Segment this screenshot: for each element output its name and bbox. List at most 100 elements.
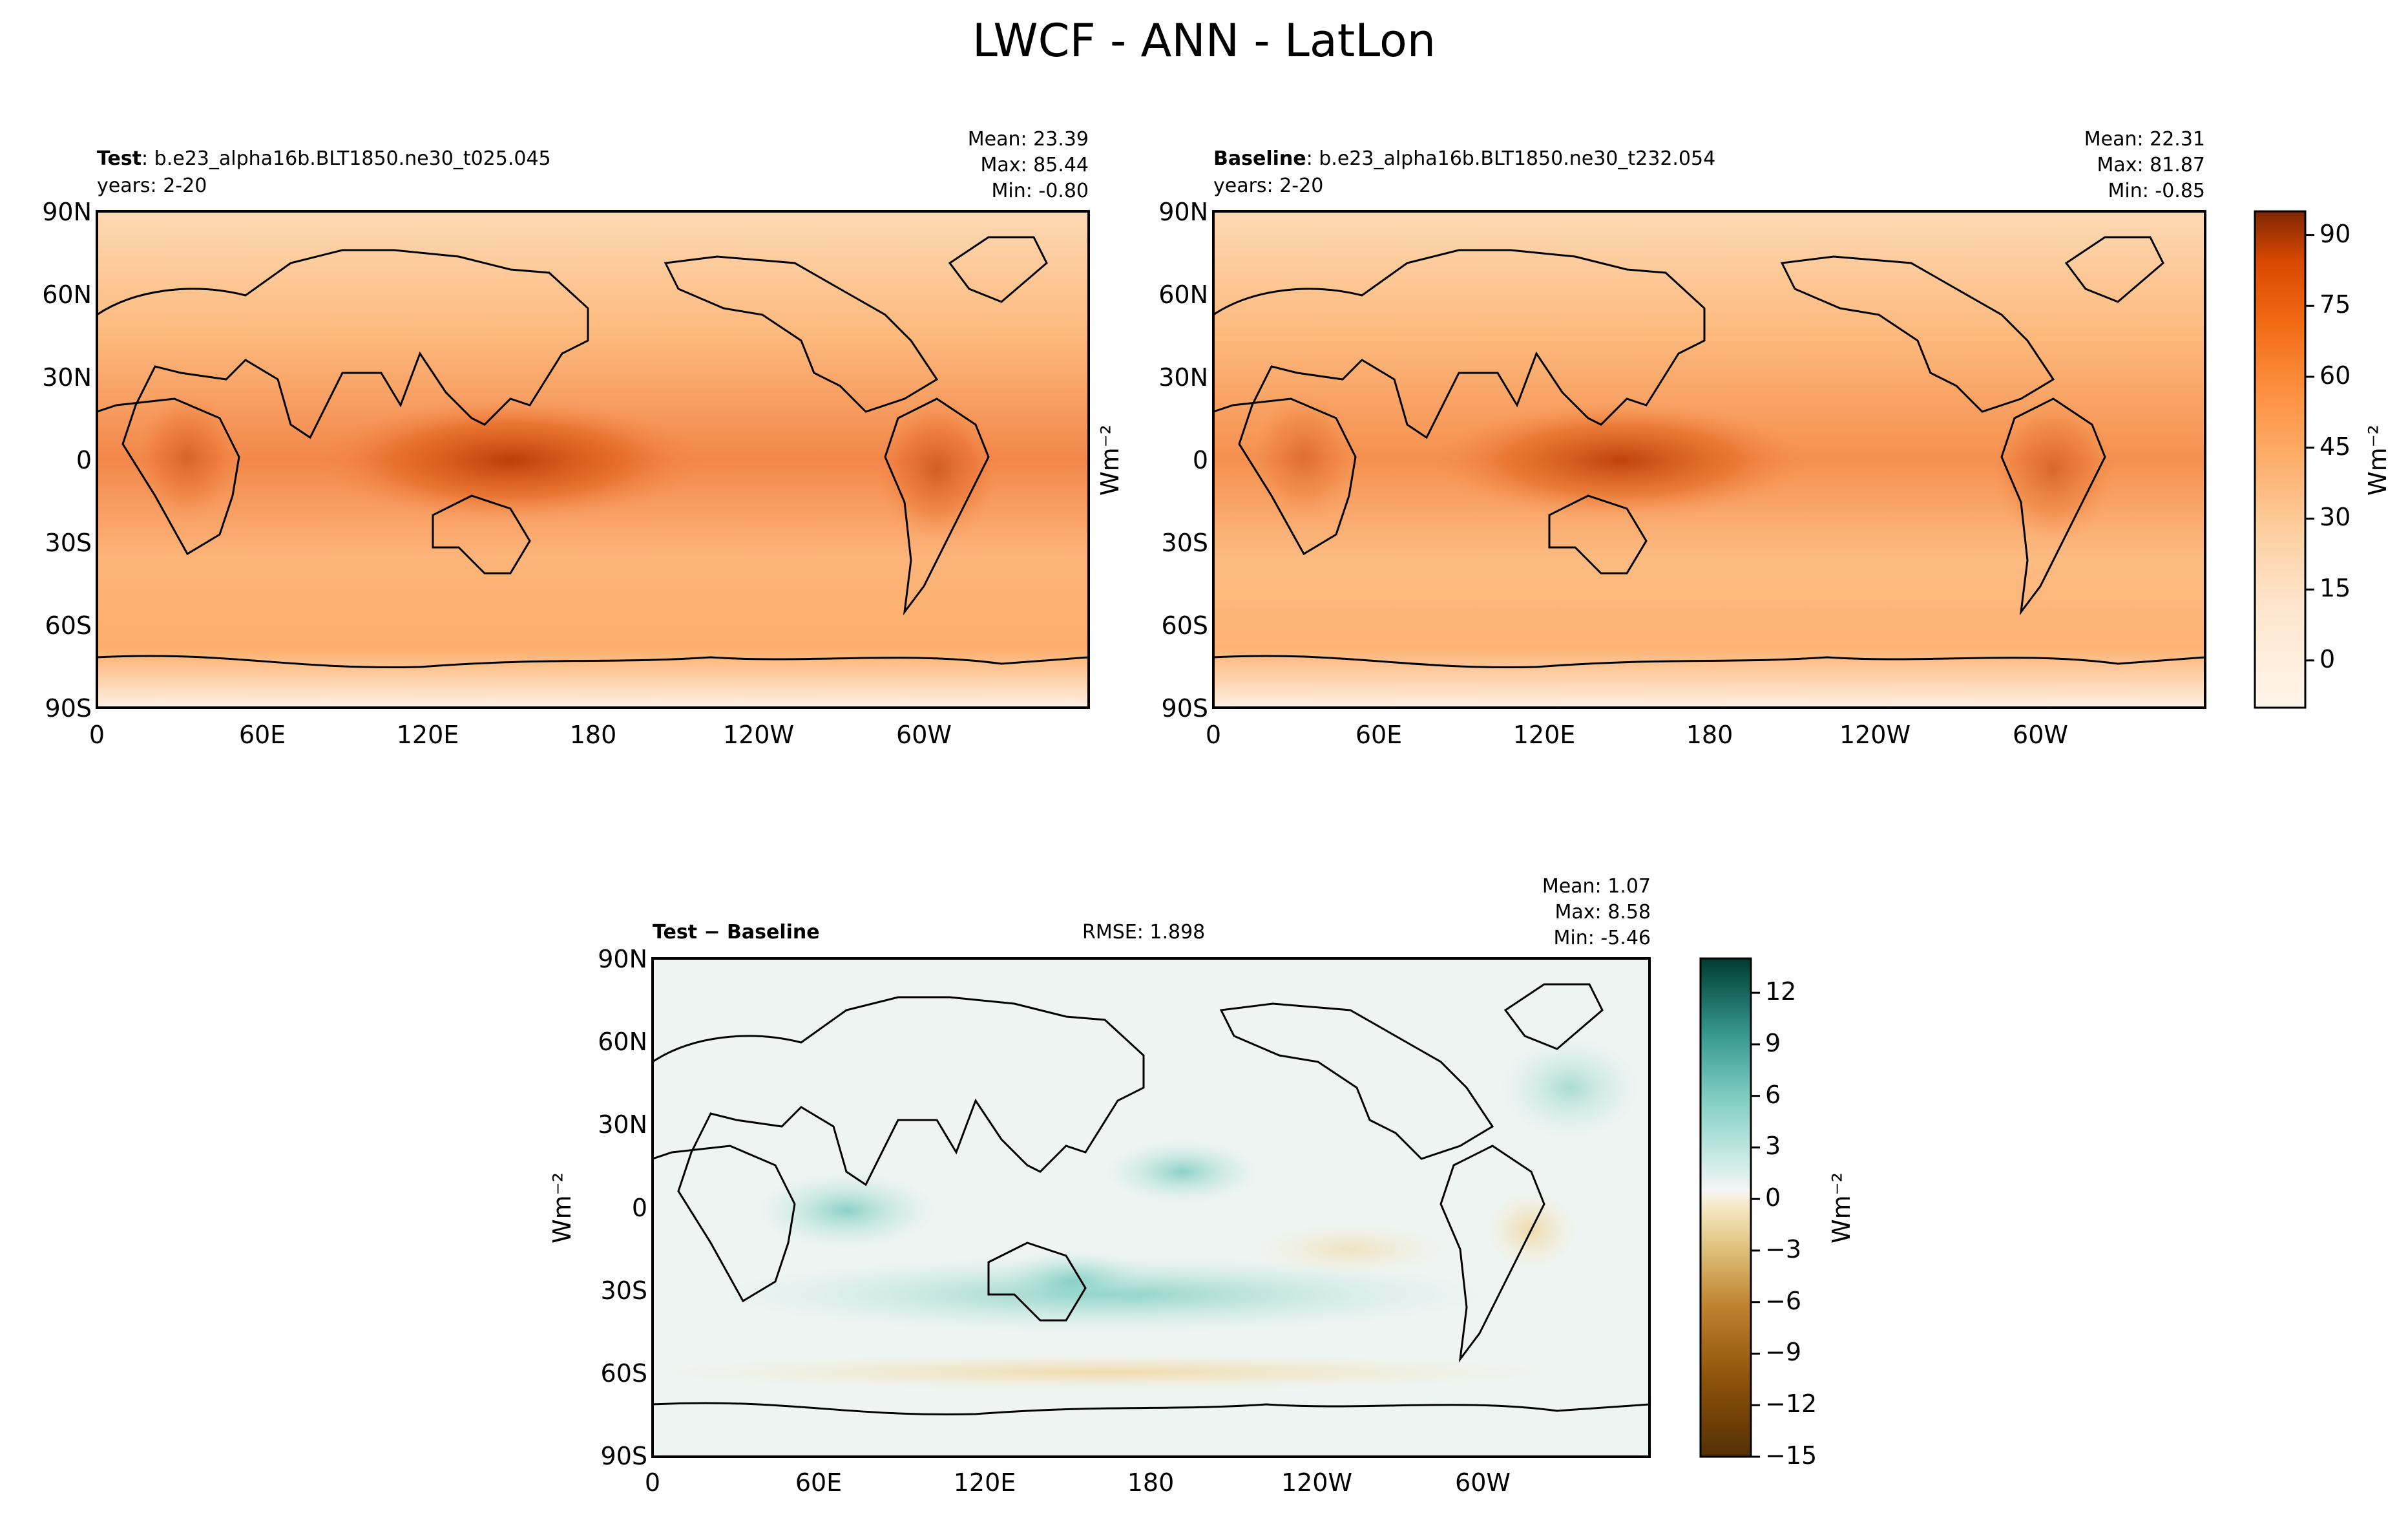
diff-stats: Mean: 1.07 Max: 8.58 Min: -5.46 (1402, 874, 1651, 951)
baseline-lat-tick: 0 (1192, 446, 1208, 474)
diff-lat-tick: 90S (600, 1442, 647, 1470)
main-colorbar-tick-label: 0 (2319, 644, 2336, 673)
test-axes-frame (96, 210, 1090, 709)
diff-max: Max: 8.58 (1555, 901, 1651, 924)
diff-pacific-south (995, 1249, 1150, 1314)
diff-unit-label: Wm⁻² (548, 1172, 576, 1243)
test-lat-tick: 90N (42, 198, 92, 226)
test-amazon (875, 399, 998, 541)
diff-lon-tick: 120W (1281, 1468, 1353, 1497)
main-colorbar (2254, 210, 2314, 709)
main-colorbar-tick-label: 15 (2319, 574, 2351, 603)
baseline-max: Max: 81.87 (2097, 154, 2205, 176)
baseline-lat-tick: 60N (1158, 280, 1208, 309)
test-lon-tick: 120E (396, 721, 459, 749)
diff-colorbar-tick-label: 12 (1765, 977, 1797, 1006)
baseline-lon-tick: 120E (1513, 721, 1576, 749)
diff-colorbar-fill (1699, 957, 1752, 1458)
diff-map (651, 957, 1651, 1458)
diff-atlantic-north (1499, 1036, 1641, 1139)
main-colorbar-tick-label: 75 (2319, 290, 2351, 319)
test-years: years: 2-20 (97, 174, 207, 197)
baseline-years: years: 2-20 (1213, 174, 1324, 197)
test-min: Min: -0.80 (991, 180, 1089, 202)
diff-rmse: RMSE: 1.898 (1082, 921, 1206, 944)
diff-lon-tick: 60W (1455, 1468, 1511, 1497)
test-lat-tick: 60S (45, 611, 92, 640)
diff-label: Test − Baseline (653, 921, 820, 944)
diff-lon-tick: 60E (795, 1468, 843, 1497)
diff-colorbar-unit: Wm⁻² (1827, 1172, 1856, 1243)
diff-indian-ocean (756, 1172, 937, 1249)
test-lat-tick: 30N (42, 363, 92, 392)
diff-lat-tick: 30N (598, 1110, 647, 1139)
test-map (96, 210, 1090, 709)
test-lat-tick: 30S (45, 529, 92, 557)
baseline-lon-tick: 120W (1839, 721, 1911, 749)
test-unit-label: Wm⁻² (1096, 425, 1124, 496)
baseline-lon-tick: 180 (1686, 721, 1733, 749)
baseline-lat-tick: 90S (1161, 694, 1208, 723)
baseline-warmpool (1433, 402, 1808, 518)
diff-lat-tick: 90N (598, 945, 647, 973)
test-lat-tick: 60N (42, 280, 92, 309)
diff-min: Min: -5.46 (1553, 927, 1651, 949)
baseline-mean: Mean: 22.31 (2084, 128, 2205, 151)
diff-lat-tick: 60S (600, 1359, 647, 1388)
test-warmpool (317, 399, 704, 522)
baseline-africa (1252, 392, 1356, 522)
test-max: Max: 85.44 (980, 154, 1089, 176)
baseline-lat-tick: 60S (1161, 611, 1208, 640)
test-coastlines (96, 236, 1089, 669)
main-colorbar-ticks (2305, 234, 2314, 662)
baseline-lat-tick: 30N (1158, 363, 1208, 392)
diff-colorbar-tick-label: 3 (1765, 1132, 1781, 1161)
baseline-lat-tick: 90N (1158, 198, 1208, 226)
main-colorbar-tick-label: 60 (2319, 361, 2351, 390)
main-colorbar-tick-label: 90 (2319, 219, 2351, 248)
main-colorbar-tick-label: 45 (2319, 432, 2351, 461)
diff-colorbar-tick-label: −3 (1765, 1234, 1802, 1263)
diff-colorbar-ticks (1751, 991, 1760, 1458)
baseline-stats: Mean: 22.31 Max: 81.87 Min: -0.85 (1956, 127, 2205, 204)
baseline-lon-tick: 60W (2013, 721, 2068, 749)
diff-lat-tick: 60N (598, 1028, 647, 1056)
baseline-amazon (1992, 399, 2115, 541)
diff-colorbar-tick-label: 6 (1765, 1080, 1781, 1109)
baseline-map (1212, 210, 2206, 709)
diff-lat-tick: 0 (631, 1194, 647, 1222)
test-africa (136, 392, 239, 522)
diff-axes-frame (651, 957, 1651, 1458)
baseline-label: Baseline: b.e23_alpha16b.BLT1850.ne30_t2… (1213, 147, 1716, 170)
test-lon-tick: 60W (896, 721, 952, 749)
main-colorbar-unit: Wm⁻² (2363, 425, 2392, 496)
main-colorbar-fill (2254, 210, 2307, 709)
diff-colorbar-tick-label: 0 (1765, 1183, 1781, 1212)
figure-title: LWCF - ANN - LatLon (972, 14, 1436, 67)
diff-lon-tick: 120E (953, 1468, 1016, 1497)
baseline-lat-tick: 30S (1161, 529, 1208, 557)
diff-pacific (1105, 1139, 1260, 1204)
diff-colorbar-tick-label: −9 (1765, 1338, 1802, 1367)
test-lon-tick: 120W (722, 721, 795, 749)
diff-colorbar-tick-label: −6 (1765, 1286, 1802, 1315)
test-lon-tick: 0 (89, 721, 105, 749)
diff-colorbar-tick-label: −12 (1765, 1390, 1817, 1419)
baseline-min: Min: -0.85 (2108, 180, 2206, 202)
test-lon-tick: 60E (238, 721, 286, 749)
baseline-axes-frame (1212, 210, 2206, 709)
diff-colorbar-tick-label: −15 (1765, 1441, 1817, 1470)
test-stats: Mean: 23.39 Max: 85.44 Min: -0.80 (840, 127, 1089, 204)
test-mean: Mean: 23.39 (967, 128, 1089, 151)
diff-antarctic-band (653, 1354, 1557, 1390)
baseline-lon-tick: 60E (1355, 721, 1403, 749)
test-lat-tick: 0 (76, 446, 92, 474)
diff-lon-tick: 180 (1127, 1468, 1175, 1497)
test-lon-tick: 180 (569, 721, 617, 749)
diff-lon-tick: 0 (644, 1468, 661, 1497)
baseline-lon-tick: 0 (1205, 721, 1222, 749)
diff-coastlines (652, 983, 1650, 1416)
main-colorbar-tick-label: 30 (2319, 503, 2351, 532)
diff-colorbar-tick-label: 9 (1765, 1028, 1781, 1057)
baseline-coastlines (1213, 236, 2206, 669)
